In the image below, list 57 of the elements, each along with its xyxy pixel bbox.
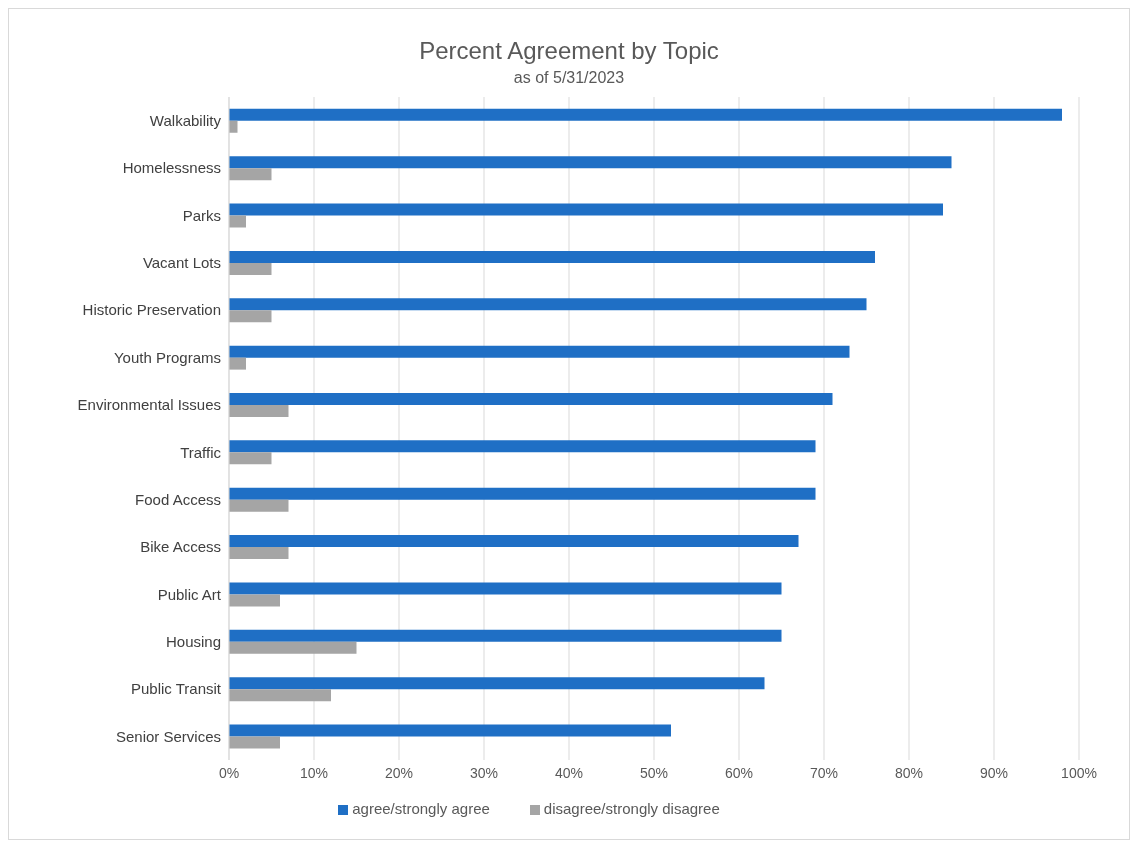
bar [229,203,943,216]
bar [229,440,816,453]
y-tick-label: Homelessness [122,159,221,177]
bar [229,250,875,263]
y-tick-label: Youth Programs [113,348,221,366]
bar [229,641,357,654]
bar [229,547,289,560]
chart-subtitle: as of 5/31/2023 [512,69,626,87]
y-tick-label: Historic Preservation [82,301,221,319]
bar [229,215,246,228]
x-tick-label: 60% [724,764,754,781]
x-tick-label: 70% [809,764,839,781]
y-tick-label: Bike Access [140,538,221,556]
y-tick-label: Food Access [135,490,221,508]
bar [229,345,850,358]
x-tick-label: 80% [894,764,924,781]
y-tick-label: Vacant Lots [142,254,221,272]
x-tick-label: 40% [554,764,584,781]
bar [229,689,331,702]
chart-title: Percent Agreement by Topic [418,37,720,65]
x-tick-label: 50% [639,764,669,781]
bar [229,582,782,595]
y-tick-label: Senior Services [115,727,221,745]
bar [229,357,246,370]
x-tick-label: 10% [299,764,329,781]
bar [229,392,833,405]
bar [229,120,238,133]
bar [229,736,280,749]
bar [229,452,272,465]
bar [229,298,867,311]
y-tick-label: Traffic [180,443,222,461]
bar [229,677,765,690]
x-tick-label: 30% [469,764,499,781]
bar [229,310,272,323]
x-tick-label: 90% [979,764,1009,781]
bar [229,594,280,607]
y-tick-label: Housing [165,632,221,650]
y-tick-label: Public Transit [130,680,222,698]
bar [229,168,272,181]
legend-label: agree/strongly agree [352,800,490,817]
bar [229,499,289,512]
bar [229,108,1062,121]
legend-label: disagree/strongly disagree [543,800,720,817]
bar [229,156,952,169]
bar [229,724,671,737]
bar [229,404,289,417]
x-tick-label: 20% [384,764,414,781]
x-tick-label: 0% [218,764,240,781]
y-tick-label: Parks [182,206,221,224]
bar [229,262,272,275]
y-tick-label: Public Art [157,585,222,603]
y-tick-label: Walkability [149,112,222,129]
bar [229,487,816,500]
bar [229,535,799,548]
y-tick-label: Environmental Issues [77,396,221,414]
x-tick-label: 100% [1061,764,1097,781]
bar [229,629,782,642]
